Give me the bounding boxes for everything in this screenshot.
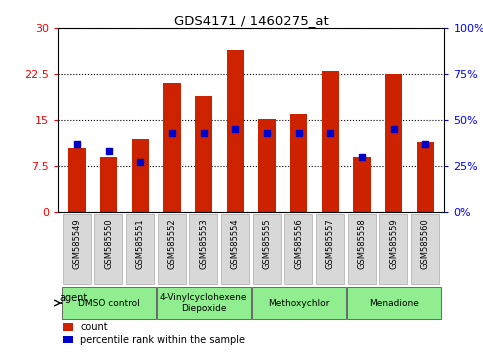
- Text: Menadione: Menadione: [369, 298, 419, 308]
- Text: GSM585558: GSM585558: [357, 218, 367, 269]
- Text: 4-Vinylcyclohexene
Diepoxide: 4-Vinylcyclohexene Diepoxide: [160, 293, 247, 313]
- Bar: [290, 114, 307, 212]
- Point: [200, 130, 208, 136]
- Point: [390, 127, 398, 132]
- Point: [263, 130, 271, 136]
- Text: agent: agent: [59, 293, 87, 303]
- Bar: [131, 139, 149, 212]
- Point: [168, 130, 176, 136]
- FancyBboxPatch shape: [62, 287, 156, 319]
- Bar: [385, 74, 402, 212]
- Point: [358, 154, 366, 160]
- FancyBboxPatch shape: [252, 287, 345, 319]
- FancyBboxPatch shape: [347, 287, 440, 319]
- Text: GSM585555: GSM585555: [262, 218, 271, 269]
- FancyBboxPatch shape: [348, 213, 376, 284]
- Bar: [322, 71, 339, 212]
- Point: [422, 141, 429, 147]
- Title: GDS4171 / 1460275_at: GDS4171 / 1460275_at: [174, 14, 328, 27]
- Text: GSM585560: GSM585560: [421, 218, 430, 269]
- FancyBboxPatch shape: [380, 213, 407, 284]
- Point: [295, 130, 302, 136]
- Text: DMSO control: DMSO control: [78, 298, 140, 308]
- FancyBboxPatch shape: [157, 287, 251, 319]
- Text: GSM585549: GSM585549: [72, 218, 82, 269]
- FancyBboxPatch shape: [284, 213, 313, 284]
- Point: [327, 130, 334, 136]
- Point: [105, 149, 113, 154]
- FancyBboxPatch shape: [316, 213, 344, 284]
- Text: GSM585559: GSM585559: [389, 218, 398, 269]
- Text: GSM585554: GSM585554: [231, 218, 240, 269]
- Text: GSM585557: GSM585557: [326, 218, 335, 269]
- Bar: [100, 157, 117, 212]
- Point: [136, 160, 144, 165]
- FancyBboxPatch shape: [94, 213, 122, 284]
- Text: GSM585553: GSM585553: [199, 218, 208, 269]
- Text: GSM585552: GSM585552: [168, 218, 176, 269]
- Point: [73, 141, 81, 147]
- Legend: count, percentile rank within the sample: count, percentile rank within the sample: [63, 322, 245, 345]
- Text: Methoxychlor: Methoxychlor: [268, 298, 329, 308]
- FancyBboxPatch shape: [126, 213, 154, 284]
- Bar: [195, 96, 213, 212]
- Text: GSM585550: GSM585550: [104, 218, 113, 269]
- Bar: [258, 119, 276, 212]
- Bar: [417, 142, 434, 212]
- FancyBboxPatch shape: [411, 213, 439, 284]
- Bar: [68, 148, 85, 212]
- Text: GSM585556: GSM585556: [294, 218, 303, 269]
- FancyBboxPatch shape: [158, 213, 185, 284]
- Bar: [353, 157, 371, 212]
- Bar: [227, 50, 244, 212]
- FancyBboxPatch shape: [221, 213, 249, 284]
- FancyBboxPatch shape: [189, 213, 217, 284]
- Bar: [163, 84, 181, 212]
- Point: [231, 127, 239, 132]
- Text: GSM585551: GSM585551: [136, 218, 145, 269]
- FancyBboxPatch shape: [253, 213, 281, 284]
- FancyBboxPatch shape: [63, 213, 91, 284]
